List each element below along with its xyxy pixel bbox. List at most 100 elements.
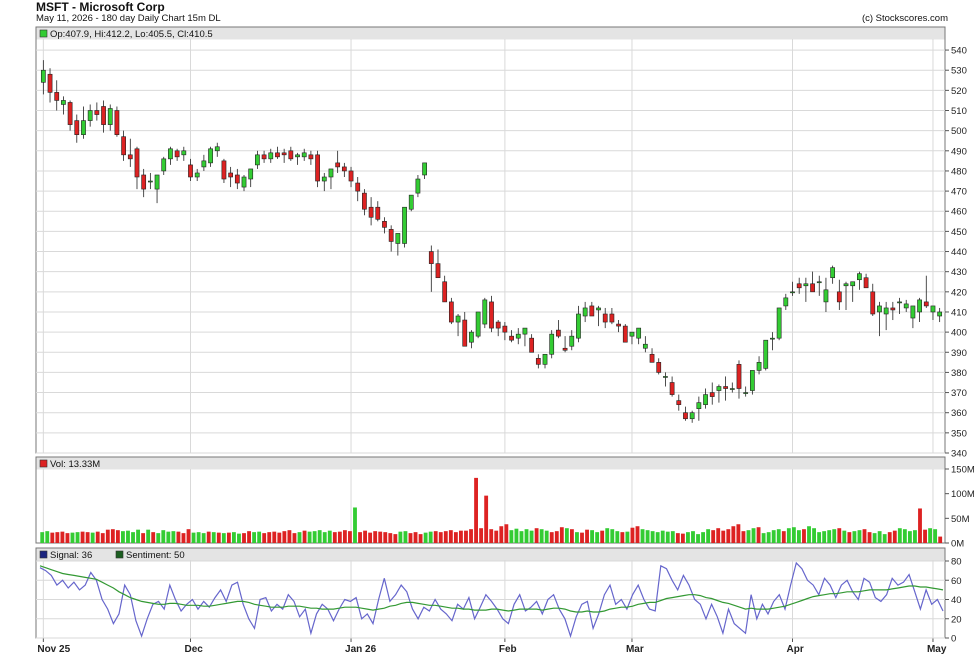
candle-body (549, 333, 555, 355)
volume-bar (45, 531, 50, 543)
candle-body (616, 323, 621, 327)
candle-body (917, 299, 922, 313)
price-tick-label: 350 (951, 428, 967, 439)
volume-bar (141, 533, 146, 543)
volume-bar (837, 528, 842, 543)
candle-body (141, 174, 147, 190)
volume-bar (902, 529, 907, 543)
volume-bar (701, 532, 705, 543)
volume-bar (736, 524, 741, 543)
volume-bar (524, 529, 529, 543)
volume-bar (554, 531, 559, 543)
price-legend: Op:407.9, Hi:412.2, Lo:405.5, Cl:410.5 (50, 29, 213, 40)
volume-bar (776, 529, 781, 543)
candle-body (649, 353, 655, 363)
volume-bar (156, 533, 161, 543)
candle-body (582, 307, 588, 317)
candle-body (609, 313, 615, 323)
volume-bar (539, 529, 544, 543)
candle-body (883, 307, 889, 315)
volume-bar (741, 531, 746, 543)
candle-body (402, 206, 407, 244)
volume-bar (206, 531, 211, 543)
volume-bar (564, 528, 569, 543)
legend-swatch-sentiment (115, 550, 124, 559)
candle-body (121, 136, 126, 156)
candle-body (642, 343, 648, 349)
volume-bar (65, 533, 70, 543)
volume-bar (262, 533, 267, 543)
volume-bar (847, 532, 852, 543)
candle-body (569, 335, 575, 347)
candle-body (161, 158, 167, 172)
candle-body (689, 412, 695, 420)
volume-bar (448, 530, 453, 543)
volume-bar (418, 534, 423, 543)
volume-bar (292, 533, 297, 543)
volume-bar (786, 528, 791, 543)
sentiment-line (39, 565, 944, 613)
volume-bar (514, 528, 519, 543)
candle-body (910, 305, 916, 319)
sentiment-legend: Sentiment: 50 (126, 550, 185, 561)
volume-bar (605, 528, 610, 543)
candle-body (836, 291, 842, 303)
volume-bar (635, 526, 640, 543)
volume-bar (322, 532, 327, 543)
candle-body (937, 311, 943, 317)
volume-bar (115, 530, 120, 543)
volume-bar (332, 532, 337, 543)
volume-bar (373, 531, 378, 543)
candle-body (328, 168, 334, 178)
volume-bar (842, 530, 847, 543)
x-tick-label: Mar (626, 644, 644, 655)
volume-bar (882, 534, 887, 543)
volume-bar (121, 531, 125, 543)
price-tick-label: 530 (951, 66, 967, 77)
volume-bar (95, 531, 100, 543)
candle-body (783, 297, 789, 307)
panel-frame-0 (35, 26, 946, 454)
candle-body (930, 305, 936, 313)
candle-body (475, 311, 481, 337)
volume-bar (358, 532, 362, 543)
candle-body (228, 172, 234, 178)
candle-body (234, 174, 240, 184)
candle-body (763, 339, 769, 369)
candle-body (255, 154, 260, 166)
candle-body (382, 221, 387, 228)
volume-bar (812, 528, 816, 543)
volume-bar (231, 532, 236, 543)
candle-body (181, 150, 187, 156)
candle-body (301, 152, 307, 158)
candle-body (375, 206, 381, 220)
volume-bar (459, 530, 463, 543)
volume-bar (625, 531, 630, 543)
volume-bar (191, 532, 196, 543)
volume-bar (797, 530, 801, 543)
candle-body (683, 412, 688, 420)
candle-body (268, 152, 274, 160)
candle-body (562, 347, 568, 351)
volume-bar (575, 532, 579, 543)
oscillator-tick-label: 60 (951, 576, 962, 587)
candle-body (442, 281, 448, 303)
volume-bar (650, 531, 655, 543)
volume-bar (862, 529, 867, 543)
candle-body (362, 192, 367, 210)
volume-bar (131, 532, 135, 543)
candle-body (221, 160, 227, 180)
legend-swatch-signal (39, 550, 48, 559)
volume-bar (348, 531, 352, 543)
price-tick-label: 460 (951, 207, 967, 218)
volume-bar (817, 532, 822, 543)
volume-bar (50, 532, 55, 543)
candle-body (214, 146, 220, 152)
volume-bar (277, 532, 282, 543)
volume-bar (337, 531, 342, 543)
volume-bar (398, 531, 403, 543)
volume-bar (721, 530, 726, 543)
candle-body (576, 313, 581, 339)
volume-bar (655, 532, 660, 543)
copyright-text: (c) Stockscores.com (861, 13, 948, 24)
